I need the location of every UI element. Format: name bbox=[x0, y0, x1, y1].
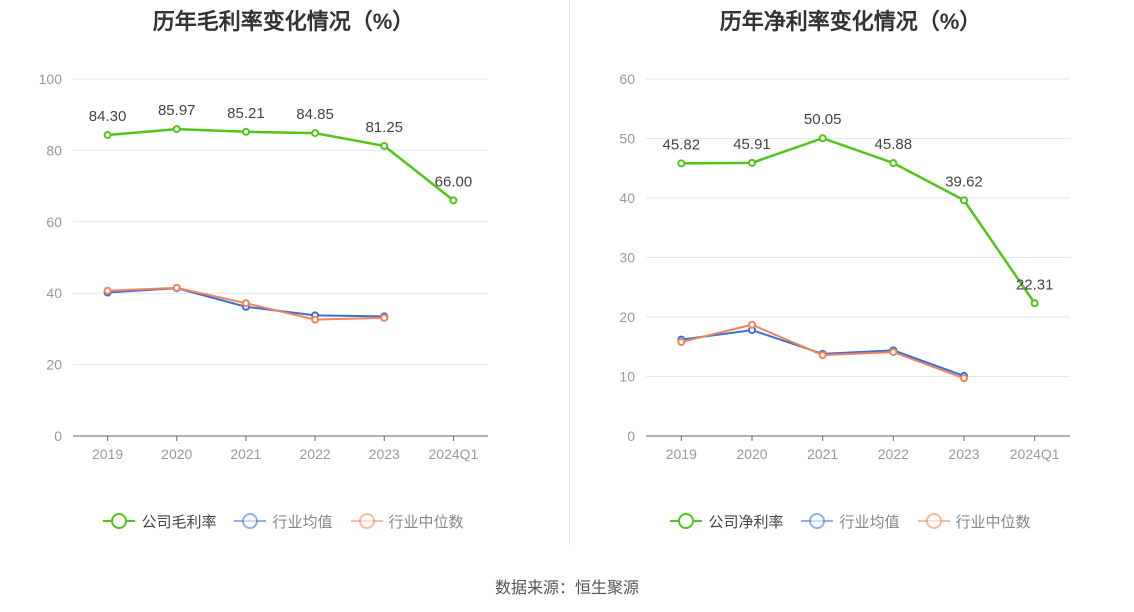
y-tick-label: 20 bbox=[46, 357, 62, 373]
legend-label: 公司毛利率 bbox=[141, 513, 217, 531]
data-label: 22.31 bbox=[1016, 276, 1054, 293]
y-tick-label: 40 bbox=[619, 190, 635, 206]
y-tick-label: 60 bbox=[46, 214, 62, 230]
data-point[interactable] bbox=[960, 374, 968, 383]
y-tick-label: 40 bbox=[46, 285, 62, 301]
x-tick-label: 2020 bbox=[161, 446, 192, 462]
y-tick-label: 50 bbox=[619, 131, 635, 147]
net-margin-chart: 历年净利率变化情况（%） 0 10 20 30 40 50 60 2019 2020 2021 20… bbox=[567, 0, 1134, 560]
x-tick-label: 2022 bbox=[300, 446, 331, 462]
data-point[interactable] bbox=[818, 351, 827, 360]
data-label: 45.82 bbox=[663, 136, 701, 153]
y-tick-label: 10 bbox=[619, 369, 635, 385]
legend-swatch-icon bbox=[917, 510, 950, 532]
x-tick-label: 2021 bbox=[807, 446, 838, 462]
legend-swatch-icon bbox=[350, 510, 383, 532]
legend-item[interactable]: 行业中位数 bbox=[917, 510, 1031, 532]
data-point[interactable] bbox=[380, 313, 389, 322]
x-tick-label: 2020 bbox=[736, 446, 767, 462]
data-label: 39.62 bbox=[945, 173, 983, 190]
x-tick-label: 2022 bbox=[878, 446, 909, 462]
data-point[interactable] bbox=[889, 348, 898, 357]
x-tick-label: 2023 bbox=[948, 446, 979, 462]
data-point[interactable] bbox=[677, 337, 686, 346]
y-tick-label: 100 bbox=[39, 71, 63, 87]
data-source-note: 数据来源：恒生聚源 bbox=[494, 580, 639, 597]
legend-label: 行业均值 bbox=[272, 513, 333, 531]
legend-item[interactable]: 行业均值 bbox=[234, 510, 333, 532]
data-label: 84.85 bbox=[296, 106, 334, 123]
legend-swatch-icon bbox=[234, 510, 267, 532]
data-point[interactable] bbox=[960, 196, 968, 205]
data-point[interactable] bbox=[748, 158, 756, 167]
data-label: 84.30 bbox=[89, 108, 127, 125]
data-point[interactable] bbox=[172, 283, 181, 292]
data-point[interactable] bbox=[172, 125, 181, 134]
panel-divider bbox=[569, 0, 570, 545]
data-point[interactable] bbox=[103, 131, 112, 140]
x-tick-label: 2023 bbox=[369, 446, 400, 462]
legend-swatch-icon bbox=[801, 510, 834, 532]
data-point[interactable] bbox=[748, 320, 756, 329]
data-point[interactable] bbox=[1030, 299, 1039, 308]
x-tick-label: 2024Q1 bbox=[429, 446, 479, 462]
legend-label: 行业中位数 bbox=[388, 513, 464, 531]
data-point[interactable] bbox=[449, 196, 458, 205]
y-tick-label: 80 bbox=[46, 142, 62, 158]
data-label: 85.21 bbox=[227, 105, 265, 122]
x-tick-label: 2019 bbox=[666, 446, 697, 462]
legend-item[interactable]: 行业中位数 bbox=[350, 510, 464, 532]
legend-label: 行业均值 bbox=[839, 513, 900, 531]
x-tick-label: 2019 bbox=[92, 446, 123, 462]
data-label: 45.88 bbox=[875, 136, 913, 153]
legend-label: 行业中位数 bbox=[955, 513, 1031, 531]
legend-item[interactable]: 公司净利率 bbox=[670, 510, 783, 532]
y-tick-label: 0 bbox=[54, 428, 62, 444]
data-point[interactable] bbox=[380, 141, 389, 150]
data-label: 45.91 bbox=[733, 136, 771, 153]
y-tick-label: 30 bbox=[619, 250, 635, 266]
data-point[interactable] bbox=[311, 315, 320, 324]
series-line-0 bbox=[681, 136, 1036, 304]
chart-legend: 公司净利率 行业均值 行业中位数 bbox=[567, 510, 1134, 532]
chart-title: 历年净利率变化情况（%） bbox=[719, 9, 982, 34]
data-point[interactable] bbox=[889, 159, 898, 168]
data-point[interactable] bbox=[103, 286, 112, 295]
x-tick-label: 2021 bbox=[230, 446, 261, 462]
y-tick-label: 20 bbox=[619, 309, 635, 325]
legend-label: 公司净利率 bbox=[708, 513, 784, 531]
data-point[interactable] bbox=[241, 299, 250, 308]
y-tick-label: 0 bbox=[627, 428, 635, 444]
series-line-0 bbox=[107, 127, 455, 202]
legend-item[interactable]: 行业均值 bbox=[801, 510, 900, 532]
legend-swatch-icon bbox=[103, 510, 136, 532]
legend-swatch-icon bbox=[670, 510, 703, 532]
gross-margin-chart: 历年毛利率变化情况（%） 0 20 40 60 80 100 2019 2020 2021 202… bbox=[0, 0, 567, 560]
chart-title: 历年毛利率变化情况（%） bbox=[152, 9, 415, 34]
y-tick-label: 60 bbox=[619, 71, 635, 87]
net-margin-plot: 0 10 20 30 40 50 60 2019 2020 2021 2022 2023 2024Q1 4… bbox=[619, 71, 1070, 462]
gross-margin-plot: 0 20 40 60 80 100 2019 2020 2021 2022 2023 2024Q1 84… bbox=[39, 71, 488, 462]
data-label: 66.00 bbox=[435, 173, 473, 190]
data-point[interactable] bbox=[241, 127, 250, 136]
data-label: 81.25 bbox=[365, 119, 403, 136]
x-tick-label: 2024Q1 bbox=[1010, 446, 1060, 462]
data-point[interactable] bbox=[311, 129, 320, 138]
legend-item[interactable]: 公司毛利率 bbox=[103, 510, 216, 532]
chart-legend: 公司毛利率 行业均值 行业中位数 bbox=[0, 510, 567, 532]
data-point[interactable] bbox=[818, 134, 827, 143]
data-label: 50.05 bbox=[804, 111, 842, 128]
data-label: 85.97 bbox=[158, 102, 196, 119]
data-point[interactable] bbox=[677, 159, 686, 168]
